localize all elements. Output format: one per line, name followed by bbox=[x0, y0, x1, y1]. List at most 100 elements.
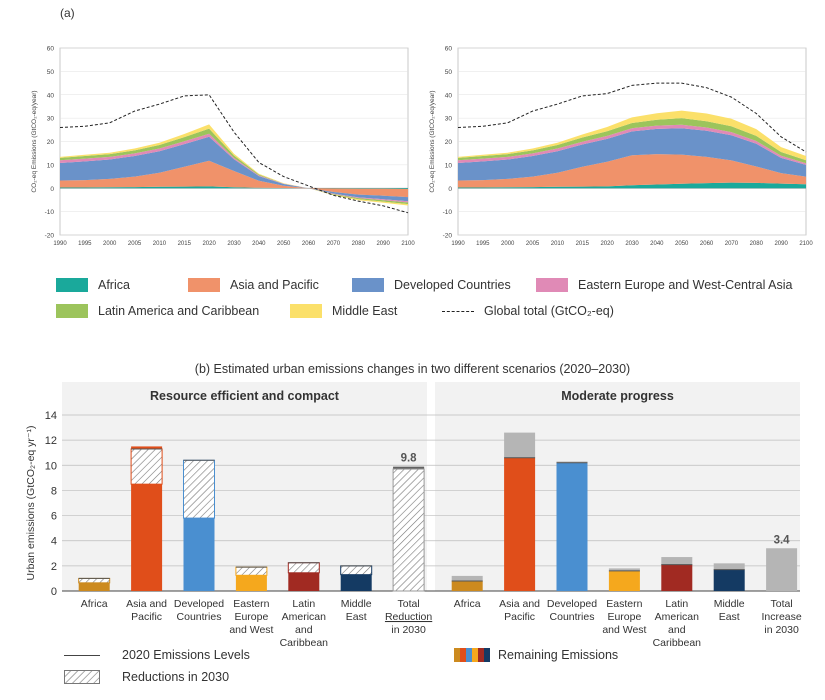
bar-remaining bbox=[183, 518, 215, 591]
legend-label: 2020 Emissions Levels bbox=[122, 648, 250, 662]
x-category-label: American bbox=[655, 611, 700, 623]
legend-item-middle-east: Middle East bbox=[290, 304, 397, 318]
x-tick-label: 2060 bbox=[700, 241, 714, 247]
x-category-label: Total bbox=[771, 598, 793, 610]
swatch-latin bbox=[56, 304, 88, 318]
x-category-label: Increase bbox=[761, 611, 801, 623]
bar-reduction bbox=[287, 562, 320, 574]
x-category-label: and West bbox=[602, 624, 646, 636]
x-category-label: Africa bbox=[81, 598, 108, 610]
legend-label: Eastern Europe and West-Central Asia bbox=[578, 278, 793, 292]
x-tick-label: 2005 bbox=[128, 241, 142, 247]
remaining-swatch bbox=[454, 648, 490, 662]
bar-remaining bbox=[661, 564, 693, 591]
y-axis-label: CO₂-eq Emissions (GtCO₂-eq/year) bbox=[31, 90, 38, 192]
bar-reduction bbox=[78, 577, 111, 584]
swatch-eastern bbox=[536, 278, 568, 292]
y-tick-label: 60 bbox=[47, 46, 55, 53]
legend-label: Africa bbox=[98, 278, 130, 292]
hatch-swatch bbox=[64, 670, 100, 684]
x-category-label: Africa bbox=[454, 598, 481, 610]
legend-item-latin: Latin America and Caribbean bbox=[56, 304, 259, 318]
y-tick-label: 4 bbox=[51, 536, 57, 548]
x-tick-label: 1995 bbox=[476, 241, 490, 247]
area-series-eastern bbox=[60, 133, 408, 203]
x-tick-label: 2040 bbox=[650, 241, 664, 247]
y-tick-label: 0 bbox=[448, 186, 452, 193]
legend-label: Latin America and Caribbean bbox=[98, 304, 260, 318]
x-category-label: Asia and bbox=[126, 598, 167, 610]
y-tick-label: 10 bbox=[45, 460, 57, 472]
x-category-label: and bbox=[295, 624, 313, 636]
bar-reduction bbox=[235, 566, 268, 576]
y-tick-label: 0 bbox=[50, 186, 54, 193]
y-tick-label: 50 bbox=[445, 69, 453, 76]
x-category-label: and bbox=[668, 624, 686, 636]
area-series-middle bbox=[458, 110, 806, 161]
x-category-label: Latin bbox=[665, 598, 688, 610]
x-tick-label: 2005 bbox=[526, 241, 540, 247]
bar-remaining bbox=[504, 457, 536, 591]
area-series-latin bbox=[458, 118, 806, 164]
y-tick-label: 2 bbox=[51, 561, 57, 573]
x-category-label: Latin bbox=[292, 598, 315, 610]
x-category-label: in 2030 bbox=[764, 624, 799, 636]
y-tick-label: -20 bbox=[443, 233, 453, 240]
y-tick-label: 60 bbox=[445, 46, 453, 53]
y-axis-label: CO₂-eq Emissions (GtCO₂-eq/year) bbox=[429, 90, 436, 192]
legend-reductions: Reductions in 2030 bbox=[64, 670, 229, 684]
bar-remaining bbox=[131, 484, 163, 591]
bar-remaining bbox=[451, 580, 483, 591]
bar-chart-b: Resource efficient and compact Moderate p… bbox=[25, 382, 802, 649]
legend-2020-levels: 2020 Emissions Levels bbox=[64, 648, 250, 662]
y-axis-label: Urban emissions (GtCO₂-eq yr⁻¹) bbox=[25, 426, 37, 581]
x-tick-label: 2080 bbox=[750, 241, 764, 247]
y-tick-label: 20 bbox=[47, 139, 55, 146]
legend-label: Developed Countries bbox=[394, 278, 511, 292]
x-tick-label: 2020 bbox=[600, 241, 614, 247]
bar-increase bbox=[713, 563, 745, 570]
x-tick-label: 2050 bbox=[675, 241, 689, 247]
x-tick-label: 2015 bbox=[178, 241, 192, 247]
x-category-label: Caribbean bbox=[280, 637, 329, 649]
group-title: Moderate progress bbox=[561, 389, 674, 403]
area-series-asia bbox=[60, 160, 408, 198]
x-tick-label: 2030 bbox=[227, 241, 241, 247]
panel-b-title: (b) Estimated urban emissions changes in… bbox=[194, 362, 631, 376]
x-category-label: Middle bbox=[341, 598, 372, 610]
bar-remaining bbox=[235, 575, 267, 591]
y-tick-label: -10 bbox=[443, 209, 453, 216]
bar-reduction bbox=[183, 459, 215, 519]
swatch-africa bbox=[56, 278, 88, 292]
legend-label: Global total (GtCO₂-eq) bbox=[484, 304, 614, 318]
area-series-africa bbox=[458, 182, 806, 189]
swatch-middle-east bbox=[290, 304, 322, 318]
x-tick-label: 2090 bbox=[774, 241, 788, 247]
y-tick-label: -10 bbox=[45, 209, 55, 216]
x-tick-label: 2015 bbox=[576, 241, 590, 247]
swatch-asia bbox=[188, 278, 220, 292]
x-category-label: American bbox=[282, 611, 327, 623]
legend-label: Asia and Pacific bbox=[230, 278, 319, 292]
x-category-label: Europe bbox=[607, 611, 641, 623]
group-title: Resource efficient and compact bbox=[150, 389, 340, 403]
y-tick-label: -20 bbox=[45, 233, 55, 240]
x-tick-label: 2000 bbox=[501, 241, 515, 247]
x-category-label: Developed bbox=[174, 598, 224, 610]
y-tick-label: 10 bbox=[445, 162, 453, 169]
panel-a-label: (a) bbox=[60, 6, 75, 20]
x-category-label: Pacific bbox=[504, 611, 535, 623]
y-tick-label: 6 bbox=[51, 511, 57, 523]
x-tick-label: 2040 bbox=[252, 241, 266, 247]
x-category-label: Europe bbox=[234, 611, 268, 623]
area-series-developed bbox=[458, 128, 806, 181]
global-total-line bbox=[457, 82, 807, 153]
line-swatch bbox=[64, 654, 100, 656]
bar-increase bbox=[556, 461, 588, 463]
y-tick-label: 30 bbox=[445, 116, 453, 123]
area-series-africa bbox=[60, 186, 408, 189]
group-panel bbox=[435, 382, 800, 591]
y-tick-label: 40 bbox=[47, 92, 55, 99]
x-category-label: Reduction bbox=[385, 611, 432, 623]
bar-increase bbox=[451, 575, 483, 581]
